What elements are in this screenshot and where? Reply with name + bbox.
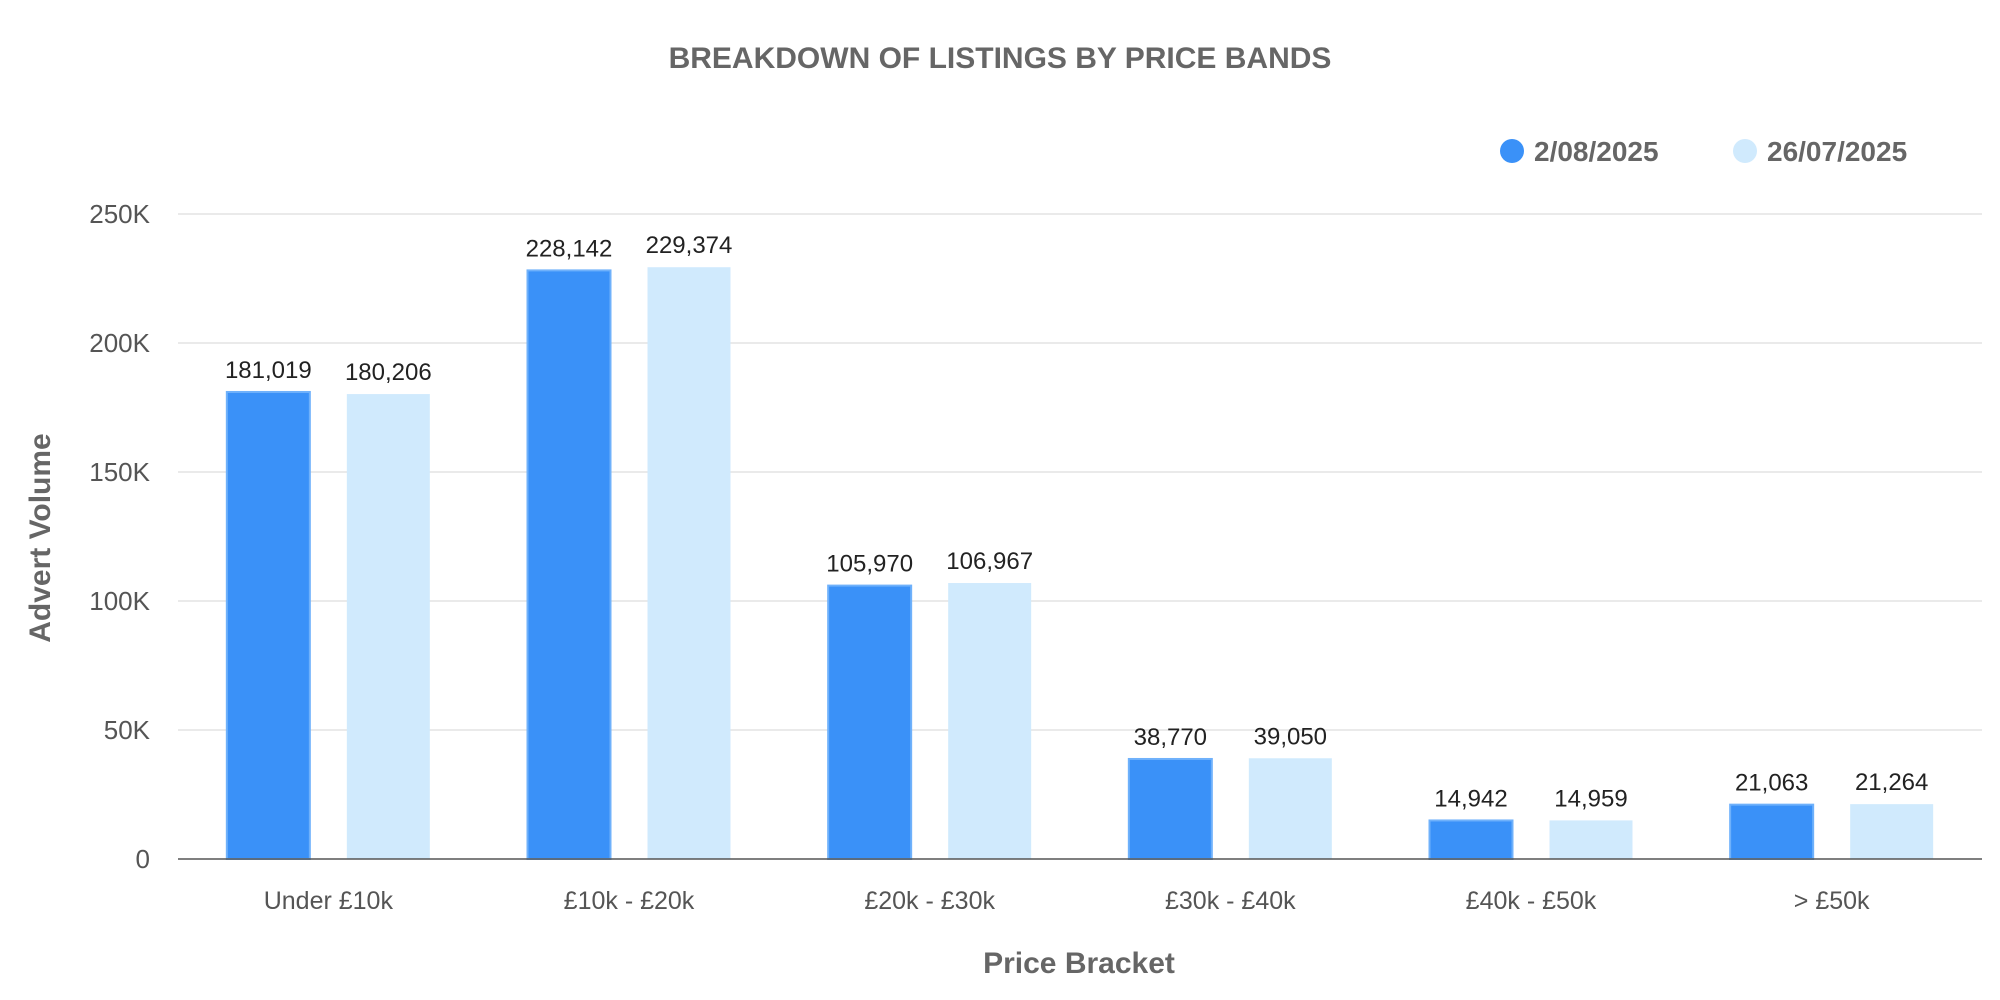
bars bbox=[225, 267, 1934, 861]
data-label: 14,942 bbox=[1434, 785, 1507, 812]
y-tick-label: 100K bbox=[89, 586, 150, 616]
x-tick-label: £40k - £50k bbox=[1466, 887, 1597, 915]
y-tick-label: 200K bbox=[89, 328, 150, 358]
bar-series-1[interactable] bbox=[526, 269, 612, 861]
chart-title: BREAKDOWN OF LISTINGS BY PRICE BANDS bbox=[669, 42, 1332, 75]
data-label: 105,970 bbox=[826, 551, 913, 578]
data-label: 21,063 bbox=[1735, 770, 1808, 797]
bar-series-2[interactable] bbox=[346, 394, 430, 859]
x-tick-label: £10k - £20k bbox=[564, 887, 695, 915]
legend-label-series-2: 26/07/2025 bbox=[1767, 136, 1907, 167]
data-label: 181,019 bbox=[225, 357, 312, 384]
data-label: 106,967 bbox=[946, 548, 1033, 575]
y-tick-label: 50K bbox=[104, 715, 151, 745]
data-label: 228,142 bbox=[526, 235, 613, 262]
data-labels: 181,019 180,206 228,142 229,374 105,970 106,9… bbox=[225, 232, 1928, 812]
bar-series-2[interactable] bbox=[1248, 758, 1332, 859]
data-label: 39,050 bbox=[1254, 723, 1327, 750]
y-axis-ticks: 0 50K 100K 150K 200K 250K bbox=[89, 199, 150, 874]
y-tick-label: 0 bbox=[136, 844, 150, 874]
legend-item-series-2[interactable]: 26/07/2025 bbox=[1733, 136, 1907, 167]
y-tick-label: 150K bbox=[89, 457, 150, 487]
x-tick-label: > £50k bbox=[1794, 887, 1870, 915]
legend-swatch-series-2 bbox=[1733, 139, 1757, 163]
bar-series-1[interactable] bbox=[1127, 757, 1213, 860]
x-axis-ticks: Under £10k £10k - £20k £20k - £30k £30k - £… bbox=[264, 887, 1870, 915]
data-label: 14,959 bbox=[1554, 785, 1627, 812]
y-tick-label: 250K bbox=[89, 199, 150, 229]
bar-series-1[interactable] bbox=[827, 584, 913, 860]
bar-series-2[interactable] bbox=[1549, 820, 1633, 859]
x-tick-label: Under £10k bbox=[264, 887, 394, 915]
y-axis-title: Advert Volume bbox=[24, 433, 57, 643]
bar-series-1[interactable] bbox=[1428, 819, 1514, 861]
bar-series-1[interactable] bbox=[1729, 803, 1815, 861]
data-label: 180,206 bbox=[345, 359, 432, 386]
bar-series-2[interactable] bbox=[647, 267, 731, 859]
legend-item-series-1[interactable]: 2/08/2025 bbox=[1500, 136, 1659, 167]
x-axis-title: Price Bracket bbox=[983, 947, 1175, 980]
data-label: 21,264 bbox=[1855, 769, 1928, 796]
x-tick-label: £20k - £30k bbox=[864, 887, 995, 915]
legend: 2/08/2025 26/07/2025 bbox=[1500, 136, 1907, 167]
x-tick-label: £30k - £40k bbox=[1165, 887, 1296, 915]
data-label: 229,374 bbox=[646, 232, 733, 259]
bar-series-2[interactable] bbox=[948, 583, 1032, 859]
data-label: 38,770 bbox=[1134, 724, 1207, 751]
grid-lines bbox=[178, 213, 1982, 731]
bar-series-1[interactable] bbox=[225, 390, 311, 860]
legend-label-series-1: 2/08/2025 bbox=[1534, 136, 1659, 167]
bar-series-2[interactable] bbox=[1850, 804, 1934, 859]
legend-swatch-series-1 bbox=[1500, 139, 1524, 163]
